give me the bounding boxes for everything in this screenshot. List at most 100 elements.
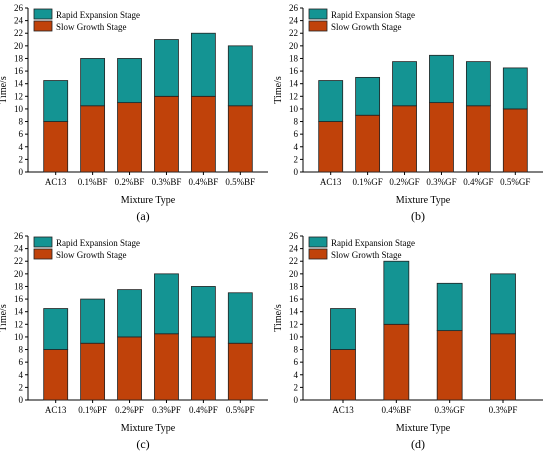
- bar-slow-growth-3: [429, 102, 454, 173]
- y-tick-label: 6: [294, 357, 299, 367]
- y-tick-label: 2: [19, 154, 24, 164]
- bar-rapid-expansion-0: [43, 308, 69, 350]
- y-tick-label: 10: [289, 332, 299, 342]
- x-tick-label: 0.2%BF: [115, 177, 145, 187]
- x-tick-label: 0.4%GF: [463, 177, 493, 187]
- y-tick-label: 20: [289, 269, 299, 279]
- y-tick-label: 26: [14, 3, 24, 13]
- x-tick-label: 0.4%BF: [381, 405, 411, 415]
- y-tick-label: 12: [289, 319, 298, 329]
- y-tick-label: 8: [19, 117, 24, 127]
- bar-rapid-expansion-1: [355, 76, 381, 116]
- bar-slow-growth-5: [502, 108, 528, 173]
- bar-rapid-expansion-3: [490, 273, 516, 335]
- y-tick-label: 0: [294, 395, 299, 405]
- bar-rapid-expansion-1: [80, 58, 106, 107]
- bar-slow-growth-0: [43, 349, 69, 401]
- x-tick-label: 0.5%GF: [500, 177, 530, 187]
- bar-slow-growth-4: [465, 105, 491, 173]
- legend-swatch-slow: [33, 248, 53, 260]
- x-tick-label: 0.1%GF: [352, 177, 382, 187]
- bar-slow-growth-1: [80, 105, 106, 173]
- bar-rapid-expansion-5: [227, 45, 253, 107]
- x-tick-label: 0.1%PF: [78, 405, 107, 415]
- bar-rapid-expansion-5: [227, 292, 253, 344]
- bar-slow-growth-5: [227, 342, 253, 401]
- x-tick-label: AC13: [332, 405, 354, 415]
- y-tick-label: 6: [19, 129, 24, 139]
- bar-slow-growth-4: [190, 336, 216, 401]
- y-tick-label: 0: [19, 167, 24, 177]
- y-tick-label: 16: [289, 66, 299, 76]
- bar-rapid-expansion-4: [190, 32, 216, 97]
- x-tick-label: 0.3%GF: [435, 405, 465, 415]
- x-tick-label: AC13: [320, 177, 342, 187]
- y-tick-label: 12: [289, 91, 298, 101]
- legend-swatch-slow: [308, 248, 328, 260]
- bar-rapid-expansion-2: [117, 58, 142, 104]
- x-tick-label: 0.2%GF: [389, 177, 419, 187]
- y-tick-label: 22: [14, 256, 23, 266]
- bar-slow-growth-3: [490, 333, 516, 401]
- y-tick-label: 18: [289, 53, 299, 63]
- y-tick-label: 16: [14, 66, 24, 76]
- y-tick-label: 12: [14, 319, 23, 329]
- y-tick-label: 18: [14, 281, 24, 291]
- bar-slow-growth-0: [43, 121, 69, 173]
- y-tick-label: 4: [19, 142, 24, 152]
- y-tick-label: 20: [289, 41, 299, 51]
- x-tick-label: 0.3%PF: [489, 405, 518, 415]
- y-tick-label: 16: [289, 294, 299, 304]
- x-axis-title: Mixture Type: [396, 195, 451, 206]
- x-tick-label: 0.2%PF: [115, 405, 144, 415]
- legend-swatch-slow: [308, 20, 328, 32]
- y-tick-label: 24: [289, 16, 299, 26]
- bar-slow-growth-0: [330, 349, 356, 401]
- y-tick-label: 14: [14, 307, 24, 317]
- bar-slow-growth-1: [383, 323, 410, 401]
- x-tick-label: AC13: [45, 405, 67, 415]
- y-tick-label: 8: [19, 345, 24, 355]
- y-tick-label: 10: [289, 104, 299, 114]
- bar-slow-growth-5: [227, 105, 253, 173]
- bar-rapid-expansion-1: [80, 298, 106, 344]
- legend-label-slow: Slow Growth Stage: [331, 250, 402, 260]
- y-tick-label: 14: [289, 307, 299, 317]
- bar-rapid-expansion-2: [117, 289, 142, 338]
- y-tick-label: 8: [294, 117, 299, 127]
- y-tick-label: 0: [294, 167, 299, 177]
- y-tick-label: 26: [289, 231, 299, 241]
- x-axis-title: Mixture Type: [396, 423, 451, 434]
- bar-rapid-expansion-4: [465, 61, 491, 107]
- y-tick-label: 12: [14, 91, 23, 101]
- bar-rapid-expansion-0: [318, 80, 344, 122]
- y-tick-label: 0: [19, 395, 24, 405]
- panel-label: (d): [411, 437, 425, 451]
- y-tick-label: 18: [289, 281, 299, 291]
- y-tick-label: 10: [14, 104, 24, 114]
- panel-label: (b): [411, 209, 425, 223]
- bar-rapid-expansion-3: [154, 273, 179, 335]
- y-tick-label: 6: [294, 129, 299, 139]
- y-tick-label: 2: [294, 382, 299, 392]
- y-tick-label: 22: [289, 28, 298, 38]
- bar-rapid-expansion-3: [429, 54, 454, 104]
- x-tick-label: 0.3%BF: [152, 177, 182, 187]
- y-tick-label: 22: [289, 256, 298, 266]
- bar-slow-growth-2: [436, 330, 463, 401]
- legend-label-slow: Slow Growth Stage: [56, 22, 127, 32]
- bar-rapid-expansion-3: [154, 39, 179, 97]
- x-tick-label: 0.5%PF: [226, 405, 255, 415]
- panel-label: (a): [136, 209, 149, 223]
- x-tick-label: 0.1%BF: [78, 177, 108, 187]
- y-tick-label: 16: [14, 294, 24, 304]
- x-axis-title: Mixture Type: [121, 195, 176, 206]
- legend-label-slow: Slow Growth Stage: [56, 250, 127, 260]
- y-axis-title: Time/s: [0, 304, 9, 332]
- y-tick-label: 14: [14, 79, 24, 89]
- y-tick-label: 8: [294, 345, 299, 355]
- y-axis-title: Time/s: [273, 304, 284, 332]
- bar-slow-growth-2: [117, 336, 142, 401]
